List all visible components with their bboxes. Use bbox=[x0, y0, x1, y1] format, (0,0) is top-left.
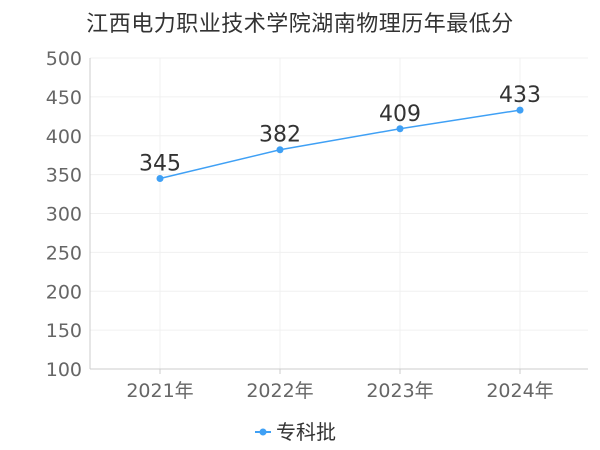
legend-label: 专科批 bbox=[276, 420, 336, 444]
y-tick-label: 500 bbox=[46, 48, 82, 70]
x-tick-label: 2024年 bbox=[486, 380, 553, 402]
legend-marker bbox=[259, 428, 267, 436]
y-tick-label: 200 bbox=[46, 281, 82, 303]
y-tick-label: 450 bbox=[46, 87, 82, 109]
y-tick-label: 350 bbox=[46, 165, 82, 187]
x-tick-label: 2021年 bbox=[126, 380, 193, 402]
data-label: 382 bbox=[259, 123, 301, 148]
data-label: 409 bbox=[379, 102, 421, 127]
data-point bbox=[396, 125, 404, 133]
y-tick-label: 300 bbox=[46, 204, 82, 226]
data-label: 345 bbox=[139, 152, 181, 177]
y-tick-label: 100 bbox=[46, 359, 82, 381]
x-tick-label: 2022年 bbox=[246, 380, 313, 402]
y-tick-label: 250 bbox=[46, 242, 82, 264]
series-line bbox=[159, 109, 521, 180]
chart-title: 江西电力职业技术学院湖南物理历年最低分 bbox=[86, 12, 514, 37]
data-label: 433 bbox=[499, 83, 541, 108]
y-tick-label: 400 bbox=[46, 126, 82, 148]
y-tick-label: 150 bbox=[46, 320, 82, 342]
data-point bbox=[156, 175, 164, 183]
data-point bbox=[276, 146, 284, 154]
x-tick-label: 2023年 bbox=[366, 380, 433, 402]
data-point bbox=[516, 106, 524, 114]
